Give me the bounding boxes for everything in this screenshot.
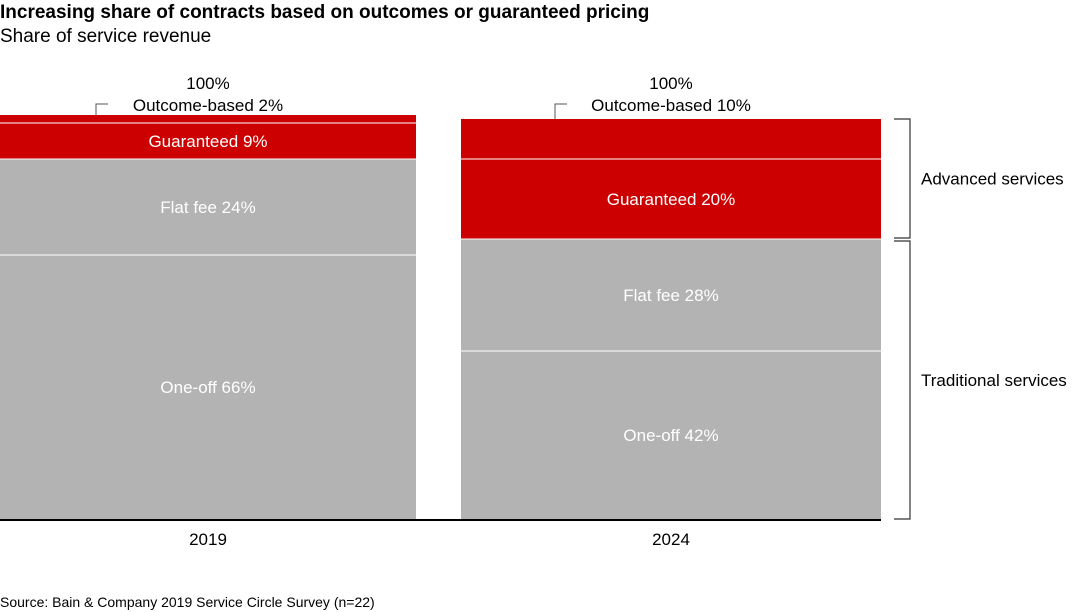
- segment-label: One-off 42%: [623, 426, 718, 445]
- bar-segment-one-off-2024: [461, 351, 881, 519]
- x-tick-label: 2019: [189, 530, 227, 549]
- chart-subtitle: Share of service revenue: [0, 26, 212, 47]
- bar-segment-outcome-based-2024: [461, 119, 881, 159]
- x-tick-label: 2024: [652, 530, 690, 549]
- segment-callout-label: Outcome-based 10%: [591, 96, 751, 115]
- total-label: 100%: [649, 74, 692, 93]
- bar-segment-flat-fee-2024: [461, 239, 881, 351]
- segment-label: Guaranteed 20%: [607, 190, 736, 209]
- callout-leader-line: [554, 103, 567, 119]
- segment-label: Flat fee 28%: [623, 286, 718, 305]
- segment-callout-label: Outcome-based 2%: [133, 96, 283, 115]
- segment-label: One-off 66%: [160, 378, 255, 397]
- segment-label: Guaranteed 9%: [148, 132, 267, 151]
- bar-segment-flat-fee-2019: [0, 159, 416, 255]
- segment-label: Flat fee 24%: [160, 198, 255, 217]
- group-bracket: [894, 118, 911, 239]
- bar-segment-guaranteed-2024: [461, 159, 881, 239]
- total-label: 100%: [186, 74, 229, 93]
- chart-title: Increasing share of contracts based on o…: [0, 2, 650, 23]
- callout-leader-line: [95, 103, 108, 115]
- group-bracket: [894, 240, 911, 520]
- group-label: Traditional services: [921, 371, 1067, 390]
- bar-segment-outcome-based-2019: [0, 115, 416, 123]
- bar-segment-guaranteed-2019: [0, 123, 416, 159]
- group-label: Advanced services: [921, 170, 1064, 189]
- source-note: Source: Bain & Company 2019 Service Circ…: [0, 594, 375, 610]
- bar-segment-one-off-2019: [0, 255, 416, 519]
